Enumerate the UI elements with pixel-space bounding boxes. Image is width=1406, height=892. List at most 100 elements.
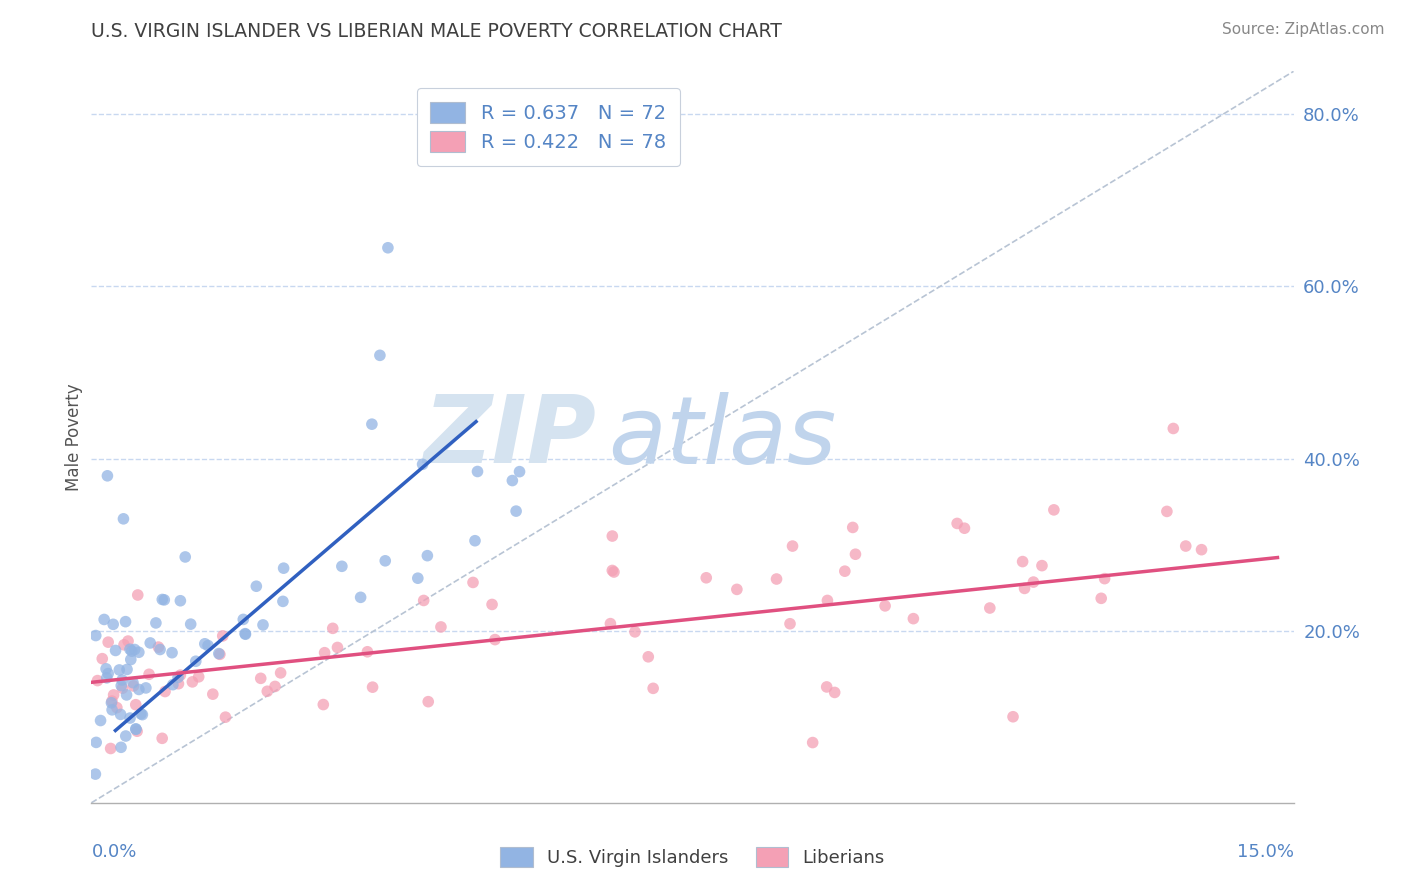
Point — [725, 582, 748, 597]
Point — [603, 565, 626, 579]
Point — [233, 626, 256, 640]
Point — [360, 417, 382, 432]
Point — [314, 646, 336, 660]
Point — [86, 673, 108, 688]
Point — [112, 638, 135, 652]
Point — [1156, 504, 1178, 518]
Point — [180, 617, 202, 632]
Point — [101, 703, 124, 717]
Point — [361, 680, 384, 694]
Point — [624, 624, 647, 639]
Point — [782, 539, 804, 553]
Point — [326, 640, 349, 655]
Point — [125, 723, 148, 737]
Point — [467, 465, 489, 479]
Point — [1011, 555, 1033, 569]
Point — [122, 675, 145, 690]
Point — [824, 685, 846, 699]
Point — [96, 468, 118, 483]
Point — [406, 571, 429, 585]
Point — [481, 598, 503, 612]
Point — [153, 684, 176, 698]
Point — [599, 616, 621, 631]
Point — [103, 688, 125, 702]
Point — [131, 707, 153, 722]
Point — [121, 644, 143, 658]
Point — [100, 696, 122, 710]
Point — [416, 549, 439, 563]
Point — [412, 593, 434, 607]
Point — [149, 642, 172, 657]
Point — [84, 767, 107, 781]
Point — [979, 601, 1001, 615]
Text: atlas: atlas — [609, 392, 837, 483]
Point — [208, 647, 231, 661]
Point — [101, 694, 124, 708]
Point — [115, 662, 138, 676]
Point — [273, 561, 295, 575]
Point — [946, 516, 969, 531]
Point — [104, 643, 127, 657]
Point — [464, 533, 486, 548]
Point — [330, 559, 353, 574]
Point — [356, 645, 378, 659]
Point — [125, 698, 148, 712]
Point — [94, 662, 117, 676]
Point — [374, 554, 396, 568]
Point — [1022, 575, 1045, 590]
Point — [167, 670, 190, 684]
Point — [160, 646, 183, 660]
Point — [169, 668, 191, 682]
Point — [368, 348, 391, 362]
Point — [117, 634, 139, 648]
Point — [97, 666, 120, 681]
Point — [322, 621, 344, 635]
Point — [1090, 591, 1112, 606]
Point — [111, 673, 134, 687]
Text: U.S. VIRGIN ISLANDER VS LIBERIAN MALE POVERTY CORRELATION CHART: U.S. VIRGIN ISLANDER VS LIBERIAN MALE PO… — [91, 22, 782, 41]
Legend: U.S. Virgin Islanders, Liberians: U.S. Virgin Islanders, Liberians — [494, 840, 891, 874]
Point — [112, 512, 135, 526]
Point — [643, 681, 665, 696]
Point — [145, 615, 167, 630]
Point — [505, 504, 527, 518]
Text: 15.0%: 15.0% — [1236, 843, 1294, 861]
Point — [139, 636, 162, 650]
Point — [235, 627, 257, 641]
Point — [377, 241, 399, 255]
Point — [1031, 558, 1053, 573]
Point — [953, 521, 976, 535]
Point — [430, 620, 453, 634]
Point — [90, 714, 112, 728]
Point — [1163, 421, 1185, 435]
Point — [110, 740, 132, 755]
Text: Source: ZipAtlas.com: Source: ZipAtlas.com — [1222, 22, 1385, 37]
Point — [637, 649, 659, 664]
Point — [114, 615, 136, 629]
Point — [110, 707, 132, 722]
Point — [110, 679, 132, 693]
Point — [120, 652, 142, 666]
Point — [135, 681, 157, 695]
Point — [1094, 572, 1116, 586]
Point — [256, 684, 278, 698]
Point — [91, 651, 114, 665]
Point — [115, 688, 138, 702]
Point — [695, 571, 717, 585]
Point — [509, 465, 531, 479]
Text: ZIP: ZIP — [423, 391, 596, 483]
Point — [461, 575, 484, 590]
Point — [903, 612, 925, 626]
Point — [129, 706, 152, 721]
Point — [844, 547, 866, 561]
Point — [124, 642, 146, 657]
Point — [122, 679, 145, 693]
Point — [418, 695, 440, 709]
Point — [249, 671, 271, 685]
Point — [801, 735, 824, 749]
Point — [815, 680, 838, 694]
Point — [270, 665, 292, 680]
Point — [252, 618, 274, 632]
Point — [101, 617, 124, 632]
Point — [93, 612, 115, 626]
